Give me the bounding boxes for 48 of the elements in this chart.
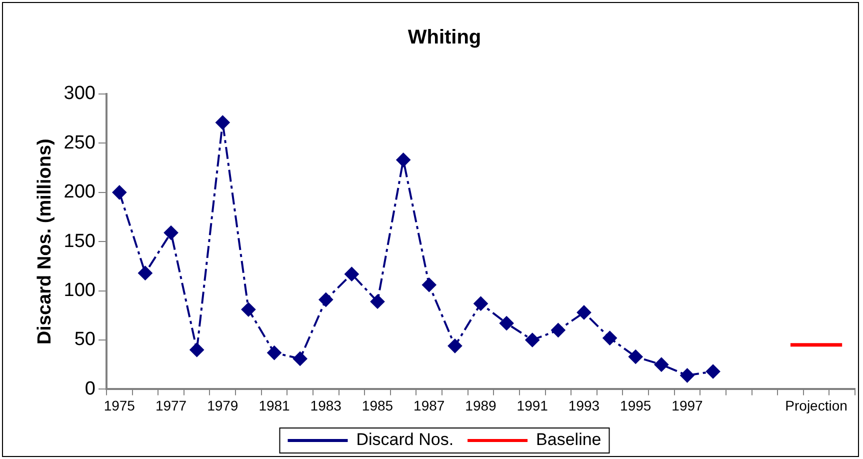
point	[706, 364, 720, 378]
point	[576, 305, 591, 320]
point	[241, 302, 256, 316]
point	[525, 333, 540, 347]
x-tick-label: 1993	[568, 397, 600, 414]
point	[422, 278, 436, 292]
y-tick-label: 100	[64, 280, 96, 302]
point	[602, 331, 617, 346]
x-tick-label: 1981	[258, 397, 290, 414]
point	[164, 226, 178, 240]
point	[267, 346, 282, 360]
legend-label: Baseline	[536, 430, 602, 450]
point	[474, 296, 488, 311]
y-tick-label: 200	[64, 182, 96, 203]
point	[293, 352, 308, 366]
point	[190, 342, 204, 357]
x-tick-label: 1977	[155, 397, 187, 414]
x-tick-label: 1987	[414, 397, 445, 414]
y-tick-label: 250	[64, 132, 96, 154]
y-axis-title: Discard Nos. (millions)	[34, 138, 56, 345]
point	[680, 368, 694, 382]
x-tick-label: 1975	[104, 397, 136, 414]
y-tick-label: 150	[64, 230, 96, 252]
point	[216, 116, 230, 130]
y-tick-label: 50	[74, 329, 96, 350]
point	[500, 316, 514, 330]
point	[138, 266, 152, 280]
point	[396, 152, 410, 167]
point	[628, 350, 643, 364]
x-tick-label: 1989	[465, 397, 497, 414]
x-tick-label: Projection	[785, 397, 848, 414]
x-tick-label: 1979	[207, 397, 238, 414]
y-tick-label: 0	[84, 378, 96, 400]
y-tick-label: 300	[64, 83, 96, 104]
legend-label: Discard Nos.	[356, 430, 454, 450]
x-tick-label: 1983	[310, 397, 342, 414]
point	[448, 338, 462, 353]
point	[654, 358, 668, 372]
point	[112, 185, 126, 200]
x-tick-label: 1995	[620, 397, 652, 414]
point	[344, 267, 359, 282]
x-tick-label: 1985	[362, 397, 394, 414]
x-tick-label: 1991	[516, 397, 548, 414]
point	[370, 294, 385, 309]
point	[318, 292, 333, 307]
chart-title: Whiting	[408, 26, 482, 49]
point	[551, 323, 566, 338]
x-tick-label: 1997	[672, 397, 704, 414]
